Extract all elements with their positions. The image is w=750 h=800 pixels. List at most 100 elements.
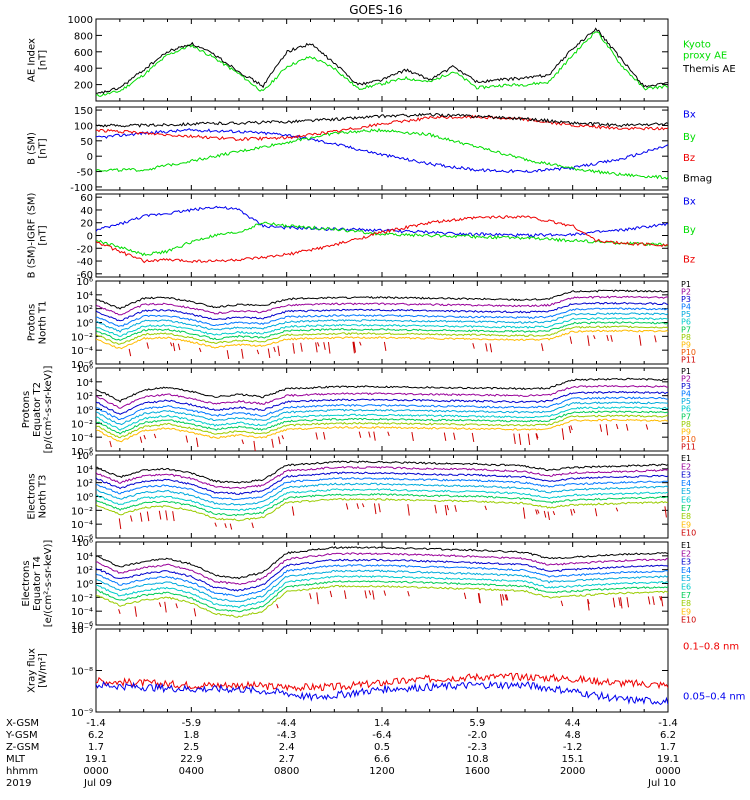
- spike: [172, 342, 176, 352]
- spike: [315, 432, 318, 440]
- y-tick-label: 10⁻⁹: [71, 708, 93, 719]
- traces: [96, 377, 668, 451]
- spike: [612, 597, 616, 608]
- spike: [316, 592, 319, 605]
- spike: [169, 342, 173, 347]
- spike: [572, 508, 576, 514]
- channel-label-e10: E10: [681, 616, 696, 625]
- y-tick-label: 10²: [76, 392, 93, 403]
- spike: [158, 602, 162, 607]
- spike: [158, 510, 162, 520]
- channel-label-p8: P8: [681, 333, 691, 342]
- spike: [561, 428, 565, 440]
- channel-line-e6: [96, 488, 668, 512]
- ephemeris-cell: 1.7: [88, 742, 104, 753]
- y-tick-label: 10⁻⁶: [71, 621, 93, 632]
- y-axis-label: Protons: [27, 304, 38, 341]
- channel-label-e8: E8: [681, 512, 691, 521]
- spike: [606, 335, 609, 342]
- spike: [513, 433, 516, 444]
- spike: [193, 608, 197, 617]
- spike: [625, 424, 629, 431]
- ephemeris-cell: 4.8: [565, 730, 581, 741]
- channel-line-p4: [96, 307, 668, 327]
- channel-label-p3: P3: [681, 295, 691, 304]
- y-axis-label: Electrons: [27, 473, 38, 519]
- panel-4: 10⁶ 10⁴ 10² 10⁰ 10⁻² 10⁻⁴ 10⁻⁶ Protons North T1 P…: [27, 277, 697, 371]
- channel-label-p11: P11: [681, 442, 696, 451]
- channel-label-e6: E6: [681, 496, 691, 505]
- spike: [541, 343, 544, 352]
- y-axis-label: [p/(cm²-s-sr-keV)]: [43, 366, 54, 454]
- spike: [224, 523, 227, 529]
- spike: [645, 424, 649, 430]
- channel-line-p6: [96, 406, 668, 431]
- legend-label: Bx: [683, 110, 696, 121]
- y-tick-label: 10⁶: [76, 364, 93, 375]
- spike: [175, 603, 178, 609]
- ephemeris-cell: 1.4: [374, 718, 390, 729]
- y-tick-label: 10⁰: [76, 580, 93, 591]
- ephemeris-cell: 1.7: [660, 742, 676, 753]
- spike: [518, 433, 522, 446]
- channel-line-p1: [96, 289, 668, 310]
- spike: [352, 341, 355, 354]
- spike: [364, 590, 367, 599]
- spike: [568, 425, 572, 434]
- y-axis-label: Equator T2: [32, 382, 43, 437]
- spike: [453, 432, 456, 440]
- spike: [570, 425, 573, 431]
- spike: [472, 343, 475, 349]
- y-tick-label: 10⁴: [76, 552, 93, 563]
- spike: [411, 431, 414, 442]
- y-tick-label: 10⁻²: [71, 593, 93, 604]
- channel-label-p11: P11: [681, 355, 696, 364]
- y-tick-label: 20: [80, 219, 93, 230]
- spike: [359, 341, 362, 346]
- legend-label: By: [683, 225, 696, 236]
- channel-line-e5: [96, 482, 668, 506]
- spike: [478, 593, 481, 604]
- y-axis-label: North T3: [38, 475, 49, 519]
- spike: [146, 342, 149, 349]
- spike: [587, 335, 590, 347]
- spike: [267, 348, 271, 359]
- plot-frame: [95, 628, 669, 713]
- spike: [309, 593, 312, 600]
- y-axis-label: B (SM)-IGRF (SM): [27, 193, 38, 279]
- ephemeris-cell: 2.4: [279, 742, 295, 753]
- ephemeris-row-label: 2019: [6, 778, 31, 789]
- spike: [647, 596, 651, 605]
- spike: [256, 349, 260, 355]
- channel-line-p8: [96, 325, 668, 345]
- series-line-2: [96, 114, 668, 142]
- series-line-0: [96, 31, 668, 97]
- channel-line-e1: [96, 460, 668, 484]
- channel-label-p5: P5: [681, 310, 691, 319]
- y-tick-label: 60: [80, 193, 93, 204]
- y-tick-label: 200: [74, 81, 93, 92]
- plot-frame: [95, 193, 669, 278]
- y-tick-label: 10⁶: [76, 277, 93, 288]
- y-tick-label: 150: [74, 106, 93, 117]
- channel-label-e9: E9: [681, 520, 691, 529]
- traces: [96, 460, 668, 530]
- legend-label: 0.1–0.8 nm: [683, 642, 739, 653]
- spike: [543, 510, 547, 518]
- spike: [660, 596, 664, 607]
- spike: [345, 503, 349, 510]
- spike: [153, 433, 157, 439]
- channel-label-e9: E9: [681, 607, 691, 616]
- channel-line-e8: [96, 497, 668, 522]
- channel-line-e5: [96, 569, 668, 603]
- spike: [378, 503, 381, 513]
- spike: [654, 335, 657, 343]
- channel-label-e7: E7: [681, 591, 691, 600]
- channel-label-p2: P2: [681, 288, 691, 297]
- series-line-1: [96, 221, 668, 257]
- spike: [535, 509, 538, 515]
- traces: [96, 112, 668, 180]
- ephemeris-cell: 6.2: [88, 730, 104, 741]
- spike: [372, 590, 375, 600]
- channel-line-p5: [96, 312, 668, 333]
